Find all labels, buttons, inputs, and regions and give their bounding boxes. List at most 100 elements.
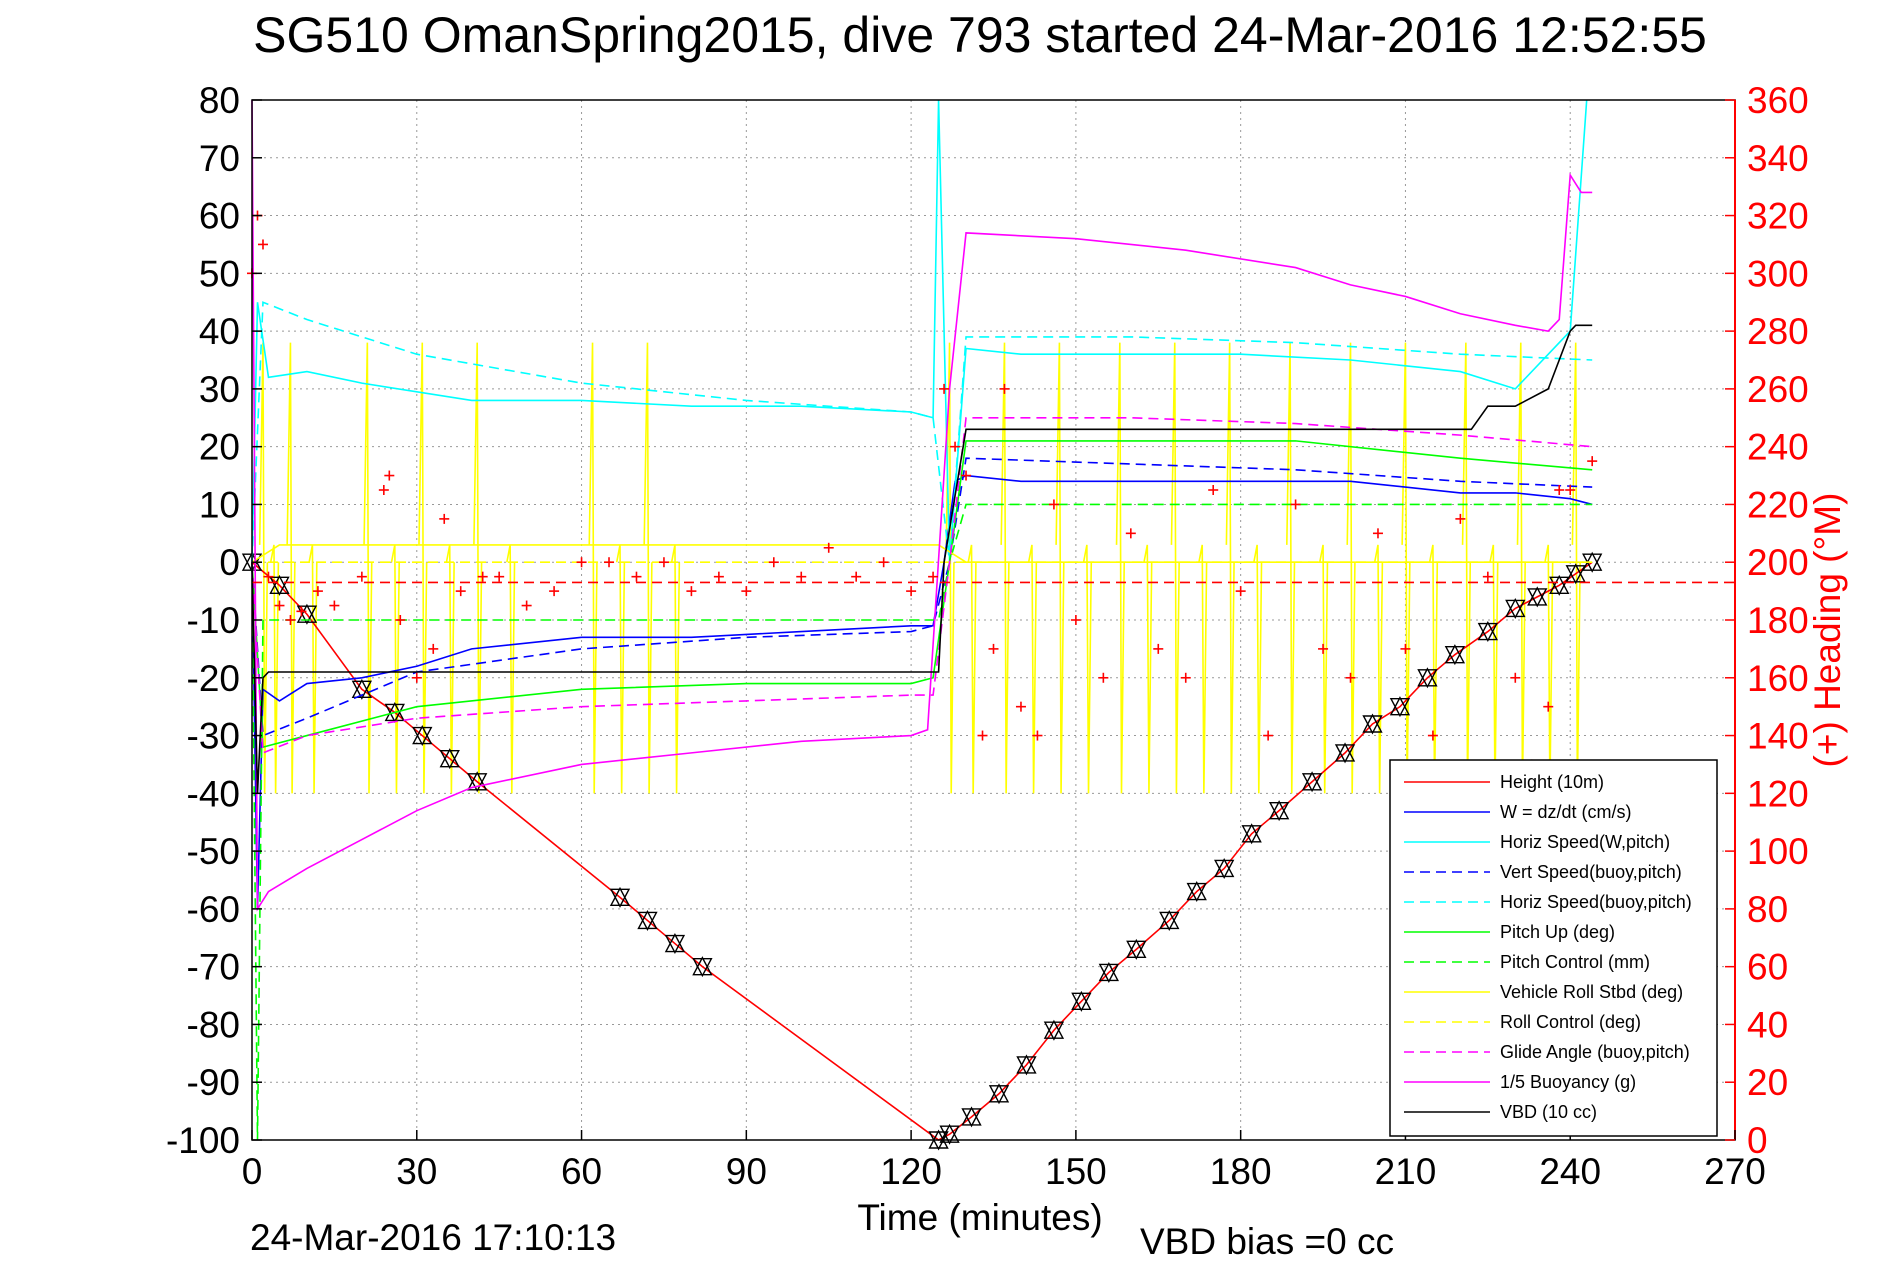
legend-label: Height (10m) xyxy=(1500,772,1604,792)
heading-marker xyxy=(378,485,389,495)
roll-spike xyxy=(1055,342,1065,794)
height-marker-down xyxy=(1549,576,1570,596)
series-layer xyxy=(241,99,1735,1151)
heading-marker xyxy=(1587,456,1598,467)
y2-tick-label: 360 xyxy=(1747,80,1809,121)
roll-spike xyxy=(363,342,373,794)
roll-spike xyxy=(1115,342,1126,794)
x-tick-label: 30 xyxy=(396,1151,437,1192)
heading-marker xyxy=(1208,485,1219,495)
height-marker-down xyxy=(609,888,631,908)
heading-marker xyxy=(395,615,406,625)
y2-tick-label: 20 xyxy=(1747,1062,1788,1103)
height-marker-down xyxy=(1301,773,1323,793)
y-tick-label: -100 xyxy=(166,1120,240,1161)
heading-marker xyxy=(384,470,395,481)
heading-marker xyxy=(741,586,752,597)
y-tick-label: -40 xyxy=(187,773,240,814)
y-tick-label: -80 xyxy=(187,1004,240,1045)
y-tick-label: 60 xyxy=(199,196,240,237)
height-marker-down xyxy=(439,749,460,770)
roll-spike xyxy=(1461,342,1472,794)
height-marker-down xyxy=(1126,940,1147,960)
x-tick-label: 180 xyxy=(1210,1151,1272,1192)
height-marker xyxy=(988,1083,1010,1105)
heading-marker xyxy=(494,571,505,582)
roll-spike xyxy=(1225,342,1235,794)
legend-label: Pitch Control (mm) xyxy=(1500,952,1650,972)
heading-marker xyxy=(823,542,834,553)
series-line-10 xyxy=(251,99,1593,912)
y2-tick-label: 340 xyxy=(1747,138,1809,179)
height-marker-down xyxy=(412,726,433,747)
legend-label: Horiz Speed(W,pitch) xyxy=(1500,832,1670,852)
height-marker xyxy=(1549,574,1570,596)
heading-marker xyxy=(1070,615,1081,625)
height-marker xyxy=(1505,597,1526,619)
height-marker xyxy=(1098,961,1120,983)
heading-marker xyxy=(312,586,323,597)
y2-tick-label: 40 xyxy=(1747,1004,1788,1045)
legend-label: 1/5 Buoyancy (g) xyxy=(1500,1072,1636,1092)
tick-labels: 0 30 60 90 120 150 180 210 240 270 80 70 60 50 40 30 20 1… xyxy=(166,80,1809,1192)
height-marker-down xyxy=(1159,911,1180,931)
height-marker-down xyxy=(1527,588,1548,608)
heading-marker xyxy=(988,643,999,654)
y2-tick-label: 0 xyxy=(1747,1120,1768,1161)
heading-marker xyxy=(1318,643,1329,654)
height-marker xyxy=(1301,771,1323,793)
series-line-0 xyxy=(251,561,1593,1141)
roll-spike xyxy=(445,544,455,794)
legend: Height (10m) W = dz/dt (cm/s) Horiz Speed(… xyxy=(1389,759,1718,1137)
roll-spike xyxy=(1571,342,1581,794)
height-marker-down xyxy=(296,605,318,625)
height-marker-down xyxy=(1214,859,1235,879)
height-marker xyxy=(664,933,686,955)
height-marker xyxy=(1126,938,1147,960)
y2-tick-label: 60 xyxy=(1747,947,1788,988)
y2-tick-label: 140 xyxy=(1747,716,1809,757)
heading-marker xyxy=(1455,513,1466,524)
roll-spike xyxy=(418,342,428,794)
y-tick-label: 0 xyxy=(219,542,240,583)
y-tick-label: -90 xyxy=(187,1062,240,1103)
height-marker xyxy=(351,678,373,700)
x-tick-label: 0 xyxy=(242,1151,263,1192)
heading-marker xyxy=(549,586,560,597)
height-marker xyxy=(1071,990,1092,1012)
roll-spike xyxy=(1286,342,1296,794)
height-marker-down xyxy=(1505,599,1526,619)
y-tick-label: -50 xyxy=(187,831,240,872)
heading-marker xyxy=(713,571,724,582)
height-marker xyxy=(1417,667,1438,689)
height-marker-down xyxy=(1362,715,1383,735)
height-marker-down xyxy=(664,934,686,955)
height-marker-down xyxy=(692,957,713,978)
roll-spike xyxy=(286,342,296,794)
heading-marker xyxy=(939,383,950,394)
roll-spike xyxy=(1170,342,1180,794)
height-marker xyxy=(1016,1054,1037,1076)
y2-tick-label: 200 xyxy=(1747,542,1809,583)
x-tick-label: 210 xyxy=(1375,1151,1437,1192)
height-marker-down xyxy=(1444,645,1466,666)
heading-marker xyxy=(1125,528,1136,539)
y2-tick-label: 260 xyxy=(1747,369,1809,410)
roll-spike xyxy=(670,544,681,794)
series-line-3 xyxy=(251,457,1593,737)
roll-spike xyxy=(473,342,483,794)
height-marker-down xyxy=(1016,1056,1037,1076)
heading-marker xyxy=(263,571,274,582)
roll-spike xyxy=(1143,544,1153,794)
heading-marker xyxy=(455,586,466,597)
heading-marker xyxy=(576,557,587,568)
height-marker-down xyxy=(1268,801,1290,822)
y2-tick-label: 80 xyxy=(1747,889,1788,930)
x-axis-label: Time (minutes) xyxy=(857,1197,1102,1238)
y-tick-label: 70 xyxy=(199,138,240,179)
legend-label: W = dz/dt (cm/s) xyxy=(1500,802,1632,822)
height-marker-down xyxy=(1477,622,1498,643)
y-tick-label: -70 xyxy=(187,947,240,988)
height-marker xyxy=(296,603,318,625)
y-tick-label: 20 xyxy=(199,427,240,468)
